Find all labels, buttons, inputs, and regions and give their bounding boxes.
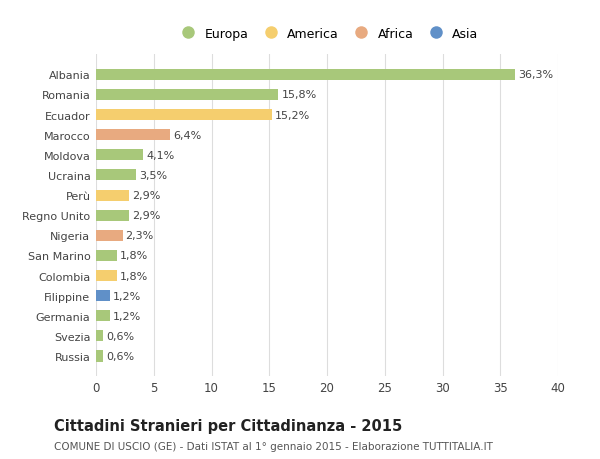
Text: 0,6%: 0,6% (106, 331, 134, 341)
Bar (96, 230, 122, 241)
Bar (96, 210, 130, 221)
Text: 15,8%: 15,8% (281, 90, 317, 100)
Text: 6,4%: 6,4% (173, 130, 201, 140)
Bar (96, 70, 515, 81)
Text: 2,9%: 2,9% (133, 211, 161, 221)
Text: 2,9%: 2,9% (133, 190, 161, 201)
Bar (96, 170, 136, 181)
Bar (96, 351, 103, 362)
Text: 3,5%: 3,5% (139, 171, 167, 180)
Text: 1,2%: 1,2% (113, 311, 141, 321)
Text: 36,3%: 36,3% (518, 70, 553, 80)
Bar (96, 270, 117, 281)
Text: 1,2%: 1,2% (113, 291, 141, 301)
Bar (96, 150, 143, 161)
Text: 1,8%: 1,8% (119, 271, 148, 281)
Bar (96, 330, 103, 341)
Text: COMUNE DI USCIO (GE) - Dati ISTAT al 1° gennaio 2015 - Elaborazione TUTTITALIA.I: COMUNE DI USCIO (GE) - Dati ISTAT al 1° … (54, 441, 493, 451)
Text: 0,6%: 0,6% (106, 351, 134, 361)
Bar (96, 130, 170, 141)
Bar (96, 311, 110, 322)
Bar (96, 190, 130, 201)
Bar (96, 90, 278, 101)
Text: 15,2%: 15,2% (274, 110, 310, 120)
Text: 1,8%: 1,8% (119, 251, 148, 261)
Text: 4,1%: 4,1% (146, 151, 175, 161)
Text: Cittadini Stranieri per Cittadinanza - 2015: Cittadini Stranieri per Cittadinanza - 2… (54, 418, 402, 433)
Bar (96, 291, 110, 302)
Legend: Europa, America, Africa, Asia: Europa, America, Africa, Asia (170, 23, 484, 46)
Bar (96, 250, 117, 262)
Text: 2,3%: 2,3% (125, 231, 154, 241)
Bar (96, 110, 272, 121)
